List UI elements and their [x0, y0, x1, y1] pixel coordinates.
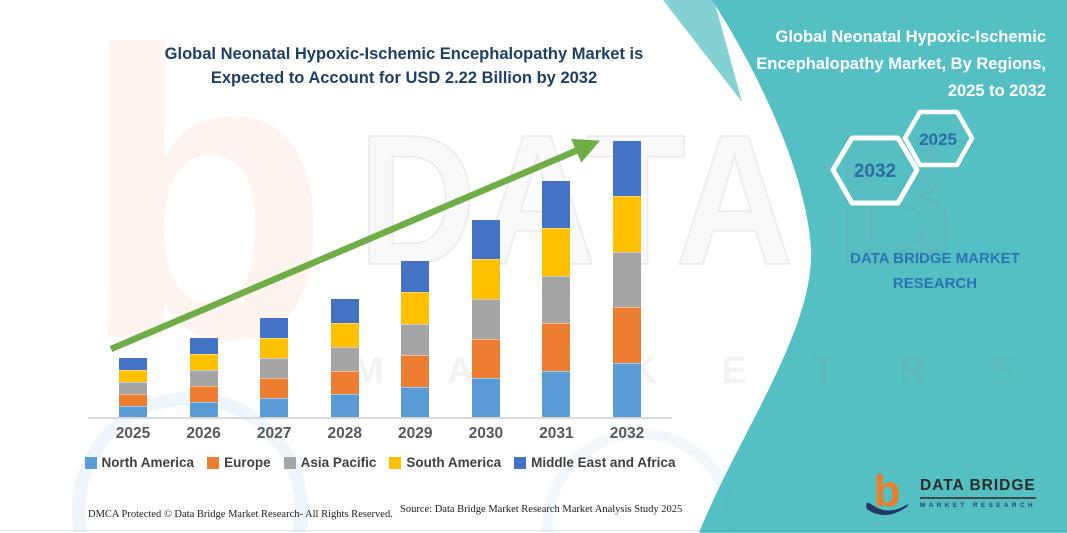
logo-title: DATA BRIDGE	[920, 477, 1036, 499]
bar-segment-2027-middle-east-and-africa	[260, 318, 289, 339]
bar-segment-2029-south-america	[401, 292, 430, 324]
bar-segment-2030-asia-pacific	[471, 298, 500, 339]
bar-segment-2030-north-america	[471, 378, 500, 418]
bar-segment-2025-north-america	[119, 406, 147, 418]
legend-swatch-asia-pacific	[283, 456, 296, 469]
stacked-bar-2032	[612, 141, 641, 418]
panel-heading-line1: Global Neonatal Hypoxic-Ischemic	[775, 28, 1047, 46]
bar-segment-2030-south-america	[471, 259, 500, 299]
legend-label-south-america: South America	[406, 455, 502, 470]
x-axis-label-2032: 2032	[609, 425, 645, 442]
bar-segment-2031-north-america	[542, 370, 571, 418]
bar-segment-2029-middle-east-and-africa	[401, 260, 430, 293]
bar-segment-2028-middle-east-and-africa	[330, 299, 359, 324]
legend-swatch-middle-east-and-africa	[514, 456, 527, 469]
bar-segment-2030-europe	[471, 338, 500, 379]
stacked-bar-2030	[471, 219, 500, 418]
x-axis-label-2027: 2027	[256, 425, 292, 442]
bar-segment-2026-asia-pacific	[189, 370, 218, 387]
legend-label-middle-east-and-africa: Middle East and Africa	[531, 455, 676, 470]
chart-legend: North America Europe Asia Pacific South Ame…	[70, 455, 690, 470]
bar-segment-2027-south-america	[260, 338, 289, 359]
bottom-divider	[0, 530, 1067, 531]
legend-swatch-europe	[207, 456, 220, 469]
bar-segment-2032-middle-east-and-africa	[612, 141, 641, 197]
bar-segment-2031-asia-pacific	[542, 275, 571, 324]
x-axis-label-2028: 2028	[327, 425, 362, 442]
x-axis-label-2026: 2026	[186, 425, 221, 442]
legend-label-north-america: North America	[101, 455, 195, 470]
bar-segment-2026-south-america	[189, 354, 218, 371]
legend-item-south-america: South America	[389, 455, 501, 470]
stacked-bar-2026	[189, 338, 218, 418]
footer-source-text: Source: Data Bridge Market Research Mark…	[400, 504, 683, 515]
bar-segment-2027-north-america	[260, 398, 289, 418]
chart-title-line1: Global Neonatal Hypoxic-Ischemic Encepha…	[164, 45, 644, 63]
bar-segment-2031-europe	[542, 323, 571, 371]
bar-segment-2027-asia-pacific	[260, 358, 289, 379]
panel-heading: Global Neonatal Hypoxic-Ischemic Encepha…	[724, 24, 1046, 105]
bar-segment-2031-middle-east-and-africa	[542, 180, 571, 229]
panel-brand-line1: DATA BRIDGE MARKET	[850, 250, 1020, 267]
panel-brand-text: DATA BRIDGE MARKET RESEARCH	[828, 246, 1042, 296]
stacked-bar-2031	[542, 180, 571, 418]
databridge-logo-icon: b	[866, 468, 909, 516]
bar-segment-2032-europe	[612, 307, 641, 363]
bar-segment-2028-asia-pacific	[330, 346, 359, 371]
bar-segment-2032-asia-pacific	[612, 251, 641, 308]
bar-segment-2025-middle-east-and-africa	[119, 358, 147, 371]
legend-label-asia-pacific: Asia Pacific	[300, 455, 377, 470]
stacked-bar-2025	[119, 358, 147, 418]
x-axis-label-2031: 2031	[539, 425, 574, 442]
legend-item-north-america: North America	[84, 455, 195, 470]
legend-swatch-south-america	[389, 456, 402, 469]
legend-item-asia-pacific: Asia Pacific	[283, 455, 377, 470]
bar-segment-2027-europe	[260, 378, 289, 398]
panel-heading-line3: 2025 to 2032	[947, 82, 1046, 100]
bar-segment-2025-south-america	[119, 370, 147, 383]
bar-segment-2026-europe	[189, 386, 218, 403]
logo-subtitle: MARKET RESEARCH	[920, 502, 1036, 509]
bar-segment-2030-middle-east-and-africa	[471, 219, 500, 260]
x-axis-label-2029: 2029	[398, 425, 433, 442]
x-axis-line	[88, 417, 672, 419]
bar-segment-2025-europe	[119, 394, 147, 406]
bar-segment-2029-europe	[401, 355, 430, 387]
chart-title-line2: Expected to Account for USD 2.22 Billion…	[210, 69, 598, 87]
bar-segment-2028-europe	[330, 370, 359, 395]
bar-segment-2032-north-america	[612, 362, 641, 418]
bar-segment-2025-asia-pacific	[119, 382, 147, 395]
stacked-bar-2028	[330, 299, 359, 418]
bar-segment-2028-north-america	[330, 394, 359, 418]
x-axis-label-2025: 2025	[115, 425, 151, 442]
x-axis-label-2030: 2030	[468, 425, 504, 442]
footer-dmca-text: DMCA Protected © Data Bridge Market Rese…	[88, 509, 393, 520]
bar-segment-2029-north-america	[401, 386, 430, 418]
panel-brand-line2: RESEARCH	[892, 275, 978, 292]
bar-segment-2031-south-america	[542, 228, 571, 276]
legend-item-middle-east-and-africa: Middle East and Africa	[514, 455, 675, 470]
watermark-market-research: M A R K E T R E S E A R C H	[352, 350, 1067, 392]
databridge-logo: b DATA BRIDGE MARKET RESEARCH	[866, 468, 1052, 518]
stacked-bar-2029	[401, 260, 430, 418]
bar-segment-2026-north-america	[189, 402, 218, 418]
bar-segment-2028-south-america	[330, 323, 359, 347]
legend-label-europe: Europe	[224, 455, 271, 470]
panel-heading-line2: Encephalopathy Market, By Regions,	[756, 55, 1046, 73]
bar-segment-2032-south-america	[612, 196, 641, 252]
legend-item-europe: Europe	[207, 455, 271, 470]
legend-swatch-north-america	[84, 456, 97, 469]
bar-segment-2026-middle-east-and-africa	[189, 338, 218, 355]
bar-segment-2029-asia-pacific	[401, 323, 430, 356]
stacked-bar-2027	[260, 318, 289, 418]
chart-title: Global Neonatal Hypoxic-Ischemic Encepha…	[128, 42, 680, 90]
